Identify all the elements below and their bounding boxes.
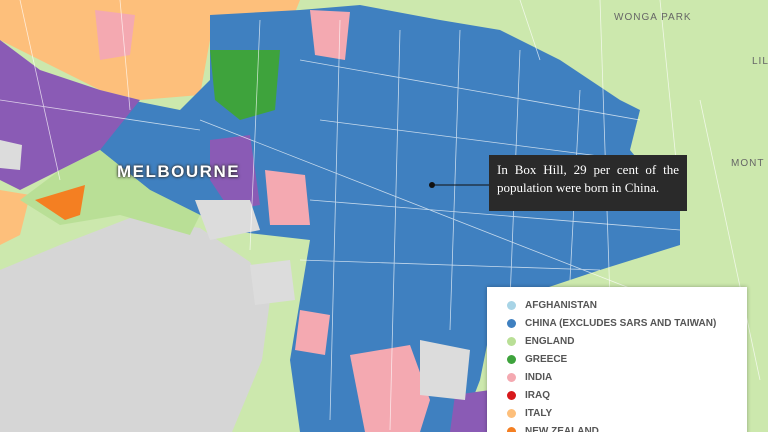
water [0, 218, 270, 432]
legend-swatch [507, 426, 516, 432]
legend-item[interactable]: INDIA [507, 370, 552, 384]
region-india [295, 310, 330, 355]
legend-label: AFGHANISTAN [525, 299, 598, 311]
legend-swatch [507, 408, 516, 418]
legend-swatch [507, 300, 516, 310]
region-india [265, 170, 310, 225]
legend-item[interactable]: NEW ZEALAND [507, 424, 599, 432]
street [0, 0, 761, 381]
legend-label: NEW ZEALAND [525, 425, 599, 432]
place-label: LIL [752, 56, 768, 67]
legend-label: GREECE [525, 353, 568, 365]
legend-item[interactable]: ITALY [507, 406, 552, 420]
legend-label: CHINA (EXCLUDES SARS AND TAIWAN) [525, 317, 717, 329]
region-italy [0, 190, 30, 245]
legend-label: ITALY [525, 407, 553, 419]
region-purple [450, 390, 490, 432]
region-gray [420, 340, 470, 400]
legend: AFGHANISTAN CHINA (EXCLUDES SARS AND TAIW… [487, 287, 747, 432]
region-nz [35, 185, 85, 220]
legend-item[interactable]: IRAQ [507, 388, 550, 402]
region-purple [0, 40, 140, 190]
legend-item[interactable]: CHINA (EXCLUDES SARS AND TAIWAN) [507, 316, 716, 330]
region-india [350, 345, 430, 432]
legend-swatch [507, 354, 516, 364]
legend-label: IRAQ [525, 389, 550, 401]
legend-item[interactable]: GREECE [507, 352, 567, 366]
legend-label: ENGLAND [525, 335, 575, 347]
legend-swatch [507, 318, 516, 328]
region-gray [195, 200, 260, 240]
legend-item[interactable]: ENGLAND [507, 334, 574, 348]
legend-swatch [507, 390, 516, 400]
place-label: MELBOURNE [117, 162, 241, 181]
place-label: WONGA PARK [614, 12, 692, 23]
place-label: MONT [731, 158, 765, 169]
region-greece [210, 50, 280, 120]
region-india [95, 10, 135, 60]
region-gray [250, 260, 295, 305]
region-gray [0, 140, 22, 170]
legend-swatch [507, 372, 516, 382]
legend-label: INDIA [525, 371, 553, 383]
region-india [310, 10, 350, 60]
annotation: In Box Hill, 29 per cent of the populati… [489, 155, 687, 211]
legend-item[interactable]: AFGHANISTAN [507, 298, 597, 312]
region-purple [210, 135, 260, 210]
legend-swatch [507, 336, 516, 346]
